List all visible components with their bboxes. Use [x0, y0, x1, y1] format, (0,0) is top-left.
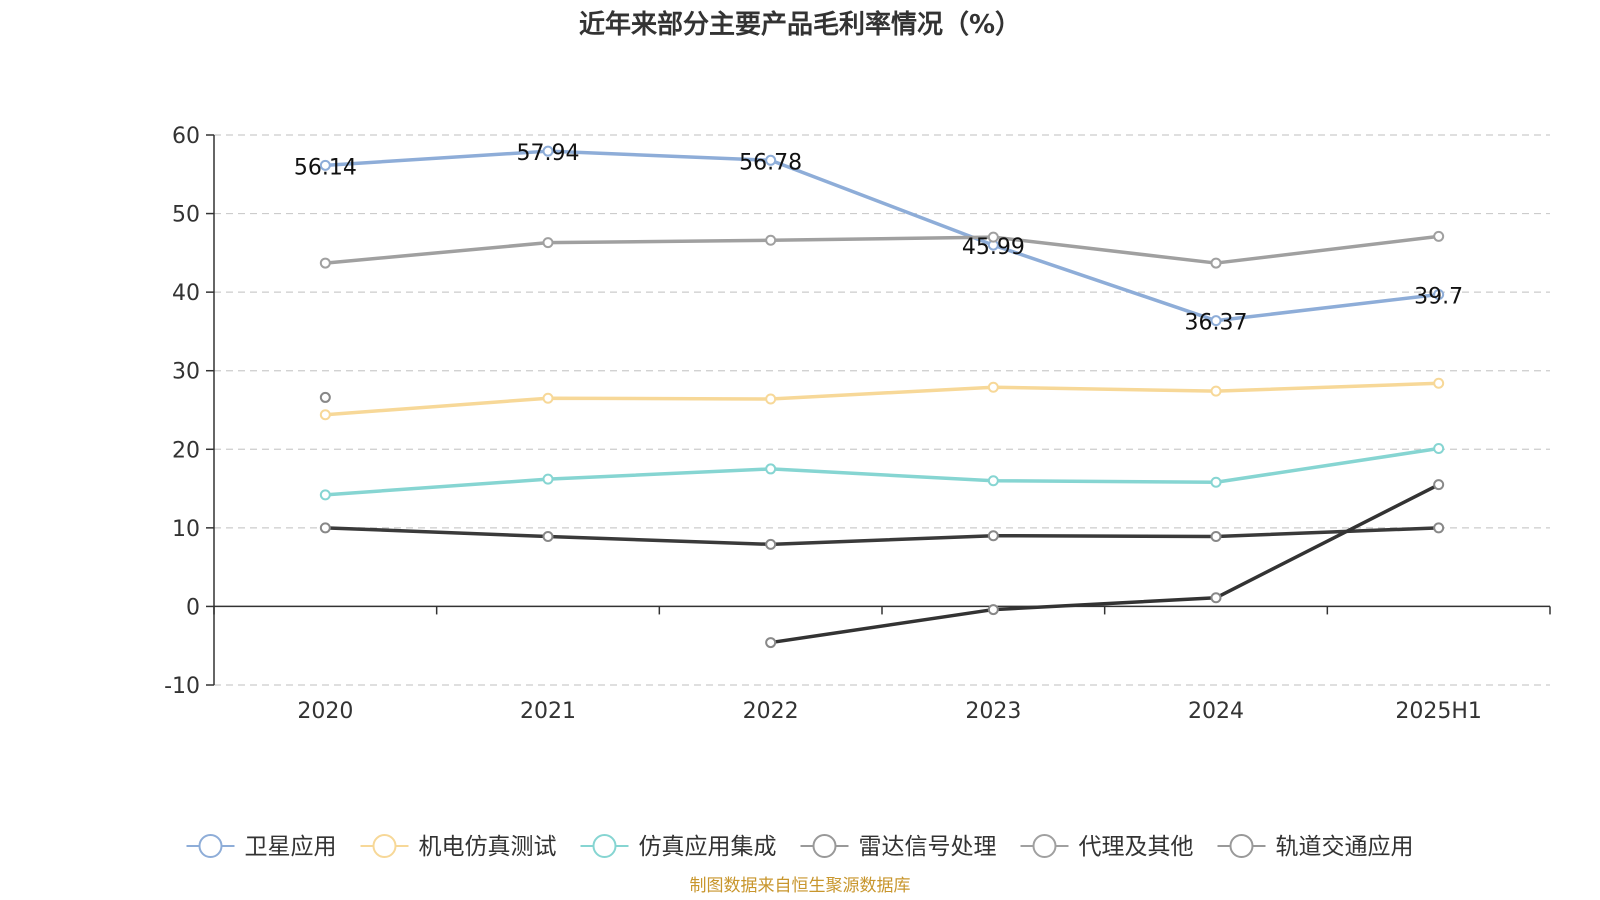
legend-label: 仿真应用集成	[639, 834, 777, 860]
legend-marker-icon	[1032, 834, 1057, 858]
legend[interactable]: 卫星应用 机电仿真测试 仿真应用集成 雷达信号处理 代理及其他 轨道交通应用	[186, 834, 1414, 860]
series-line	[770, 483, 1440, 645]
data-point[interactable]	[1210, 257, 1222, 269]
data-point[interactable]	[319, 409, 331, 421]
legend-marker-icon	[1229, 834, 1254, 858]
data-label: 57.94	[517, 141, 580, 166]
y-tick-label: 30	[172, 360, 200, 385]
data-point[interactable]	[319, 391, 331, 403]
legend-marker-icon	[198, 834, 223, 858]
y-tick-label: 60	[172, 124, 200, 149]
legend-marker-icon	[592, 834, 617, 858]
data-labels: 56.14 57.94 56.78 45.99 36.37 39.7	[294, 141, 1463, 335]
series-line	[325, 446, 1439, 497]
x-tick-label: 2024	[1188, 699, 1244, 724]
data-point[interactable]	[542, 531, 554, 542]
series-layer	[319, 145, 1445, 649]
series-5	[319, 391, 1445, 649]
data-label: 45.99	[962, 235, 1025, 260]
y-tick-label: 0	[186, 595, 200, 620]
legend-marker-icon	[812, 834, 837, 858]
legend-label: 卫星应用	[245, 834, 337, 860]
legend-marker-icon	[372, 834, 397, 858]
data-point[interactable]	[542, 237, 554, 249]
data-point[interactable]	[987, 381, 999, 393]
y-tick-label: 50	[172, 203, 200, 228]
data-point[interactable]	[1210, 385, 1222, 397]
data-point[interactable]	[319, 159, 331, 171]
series-4	[319, 230, 1445, 269]
data-point[interactable]	[1433, 230, 1445, 242]
series-2	[319, 443, 1445, 501]
data-point[interactable]	[319, 522, 331, 534]
series-1	[319, 377, 1445, 421]
data-point[interactable]	[542, 473, 554, 485]
series-3	[319, 522, 1445, 550]
data-point[interactable]	[765, 234, 777, 246]
data-label: 36.37	[1185, 311, 1248, 336]
x-tick-label: 2020	[297, 699, 353, 724]
data-point[interactable]	[1433, 443, 1445, 454]
legend-item-2[interactable]: 仿真应用集成	[580, 834, 777, 860]
series-line	[325, 381, 1439, 417]
x-tick-label: 2021	[520, 699, 576, 724]
data-point[interactable]	[1210, 592, 1222, 604]
data-point[interactable]	[542, 145, 554, 157]
gridlines	[214, 134, 1550, 686]
y-tick-label: 20	[172, 438, 200, 463]
data-point[interactable]	[987, 604, 999, 616]
data-point[interactable]	[1433, 289, 1445, 300]
axes: -10 0 10 20 30 40 50 60 2020 2021 2022 2023 2024 2025…	[164, 124, 1551, 724]
legend-label: 代理及其他	[1079, 834, 1194, 860]
series-line	[325, 234, 1439, 265]
data-label: 39.7	[1414, 285, 1463, 310]
legend-item-0[interactable]: 卫星应用	[186, 834, 337, 860]
data-point[interactable]	[765, 393, 777, 405]
y-tick-label: -10	[164, 674, 200, 699]
data-point[interactable]	[1433, 479, 1445, 491]
data-point[interactable]	[765, 637, 777, 649]
data-point[interactable]	[542, 392, 554, 404]
legend-label: 轨道交通应用	[1276, 834, 1414, 860]
x-tick-label: 2023	[965, 699, 1021, 724]
data-point[interactable]	[1433, 377, 1445, 389]
data-point[interactable]	[1210, 476, 1222, 488]
data-point[interactable]	[765, 154, 777, 166]
data-point[interactable]	[987, 231, 999, 243]
data-label: 56.78	[739, 150, 802, 175]
legend-item-5[interactable]: 轨道交通应用	[1217, 834, 1414, 860]
data-point[interactable]	[1210, 531, 1222, 542]
legend-label: 机电仿真测试	[419, 834, 557, 860]
legend-item-1[interactable]: 机电仿真测试	[360, 834, 557, 860]
x-tick-label: 2025H1	[1395, 699, 1482, 724]
data-point[interactable]	[765, 463, 777, 475]
series-0	[319, 145, 1445, 327]
data-label: 56.14	[294, 155, 357, 180]
legend-label: 雷达信号处理	[859, 834, 997, 860]
series-line	[325, 149, 1439, 323]
data-point[interactable]	[1433, 522, 1445, 534]
x-tick-label: 2022	[743, 699, 799, 724]
data-point[interactable]	[319, 489, 331, 501]
y-tick-label: 40	[172, 281, 200, 306]
legend-item-3[interactable]: 雷达信号处理	[800, 834, 997, 860]
legend-item-4[interactable]: 代理及其他	[1020, 834, 1194, 860]
series-line	[325, 526, 1439, 547]
source-note: 制图数据来自恒生聚源数据库	[690, 876, 911, 896]
data-point[interactable]	[987, 530, 999, 542]
data-point[interactable]	[1210, 315, 1222, 327]
data-point[interactable]	[765, 538, 777, 550]
y-tick-label: 10	[172, 517, 200, 542]
chart-title: 近年来部分主要产品毛利率情况（%）	[579, 9, 1021, 40]
data-point[interactable]	[987, 475, 999, 487]
data-point[interactable]	[319, 257, 331, 269]
